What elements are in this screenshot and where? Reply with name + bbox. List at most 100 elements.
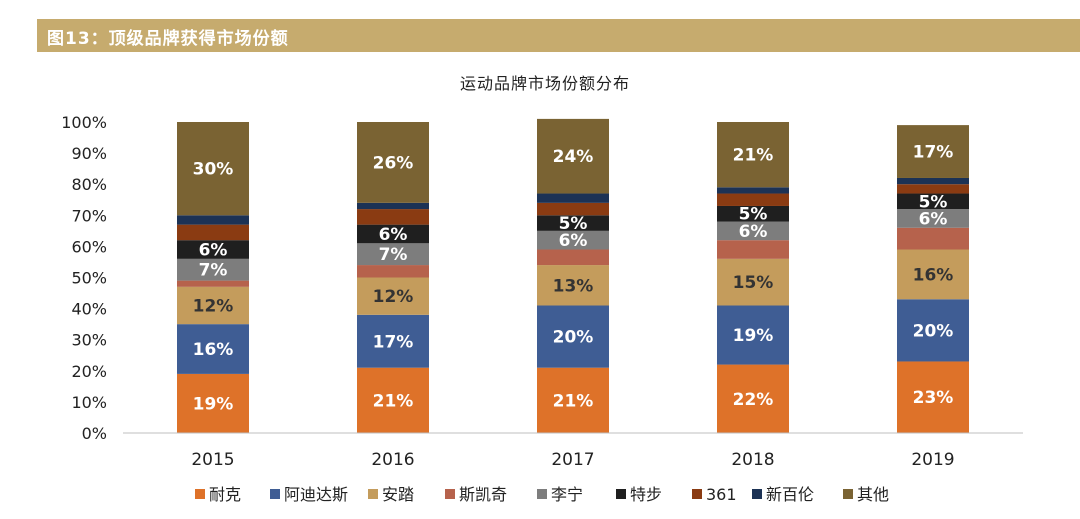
bar-segment bbox=[897, 299, 969, 362]
legend-swatch bbox=[616, 489, 626, 499]
bar-segment bbox=[537, 215, 609, 231]
data-label: 23% bbox=[913, 388, 954, 408]
bar-segment bbox=[537, 230, 609, 250]
bar-segment bbox=[357, 202, 429, 210]
x-tick-label: 2018 bbox=[731, 450, 774, 470]
bar-segment bbox=[717, 221, 789, 241]
bar-segment bbox=[717, 258, 789, 306]
legend-label: 其他 bbox=[857, 485, 889, 504]
bar-segment bbox=[897, 361, 969, 433]
y-tick-label: 80% bbox=[71, 175, 107, 194]
bar-segment bbox=[177, 258, 249, 281]
bar-segment bbox=[177, 122, 249, 216]
data-label: 22% bbox=[733, 390, 774, 410]
bar-segment bbox=[357, 314, 429, 368]
bar-segment bbox=[357, 224, 429, 244]
data-label: 7% bbox=[199, 261, 228, 281]
bar-segment bbox=[177, 373, 249, 433]
bar-segment bbox=[357, 265, 429, 278]
bar-segment bbox=[717, 122, 789, 188]
bar-segment bbox=[897, 227, 969, 250]
legend-label: 安踏 bbox=[382, 485, 414, 504]
bar-segment bbox=[717, 305, 789, 365]
x-tick-label: 2016 bbox=[371, 450, 414, 470]
bar-segment bbox=[177, 324, 249, 374]
data-label: 17% bbox=[373, 332, 414, 352]
y-axis: 0% 10% 20% 30% 40% 50% 60% 70% 80% 90% 100% bbox=[61, 113, 107, 443]
bar-segment bbox=[537, 249, 609, 266]
legend-swatch bbox=[537, 489, 547, 499]
bar-segment bbox=[717, 205, 789, 222]
bar-segment bbox=[897, 177, 969, 185]
bar-segment bbox=[357, 367, 429, 433]
y-tick-label: 100% bbox=[61, 113, 107, 132]
y-tick-label: 0% bbox=[82, 424, 107, 443]
bar-segment bbox=[717, 193, 789, 206]
legend-label: 李宁 bbox=[551, 485, 583, 504]
x-tick-label: 2017 bbox=[551, 450, 594, 470]
bar-segment bbox=[897, 184, 969, 194]
data-label: 6% bbox=[199, 241, 228, 261]
data-label: 6% bbox=[379, 225, 408, 245]
y-tick-label: 20% bbox=[71, 362, 107, 381]
legend-swatch bbox=[195, 489, 205, 499]
data-label: 6% bbox=[739, 222, 768, 242]
data-label: 16% bbox=[913, 265, 954, 285]
bar-segment bbox=[537, 193, 609, 203]
bar-segment bbox=[357, 277, 429, 315]
legend-label: 耐克 bbox=[209, 485, 241, 504]
legend-swatch bbox=[692, 489, 702, 499]
legend-swatch bbox=[752, 489, 762, 499]
y-tick-label: 60% bbox=[71, 237, 107, 256]
bar-segment bbox=[537, 202, 609, 216]
bar-segment bbox=[177, 286, 249, 325]
data-label: 30% bbox=[193, 160, 234, 180]
data-label: 6% bbox=[919, 209, 948, 229]
legend-label: 361 bbox=[706, 485, 737, 504]
legend-label: 新百伦 bbox=[766, 485, 814, 504]
bar-segment bbox=[177, 224, 249, 241]
bar-segment bbox=[177, 280, 249, 287]
bar-segment bbox=[717, 240, 789, 259]
bar-segment bbox=[177, 215, 249, 225]
data-label: 21% bbox=[553, 391, 594, 411]
data-label: 5% bbox=[739, 205, 768, 225]
data-label: 24% bbox=[553, 147, 594, 167]
data-label: 7% bbox=[379, 245, 408, 265]
bar-segment bbox=[537, 367, 609, 433]
bar-segment bbox=[357, 243, 429, 266]
bars: 19%16%12%7%6%30%21%17%12%7%6%26%21%20%13… bbox=[177, 118, 969, 433]
data-label: 16% bbox=[193, 340, 234, 360]
data-label: 13% bbox=[553, 276, 594, 296]
data-label: 21% bbox=[373, 391, 414, 411]
legend-label: 阿迪达斯 bbox=[284, 485, 348, 504]
y-tick-label: 70% bbox=[71, 206, 107, 225]
data-label: 5% bbox=[919, 192, 948, 212]
y-tick-label: 30% bbox=[71, 331, 107, 350]
chart-title: 运动品牌市场份额分布 bbox=[460, 74, 630, 93]
bar-segment bbox=[357, 122, 429, 203]
legend-swatch bbox=[270, 489, 280, 499]
bar-segment bbox=[537, 305, 609, 368]
data-label: 15% bbox=[733, 273, 774, 293]
data-label: 17% bbox=[913, 143, 954, 163]
legend: 耐克 阿迪达斯 安踏 斯凯奇 李宁 特步 361 新百伦 其他 bbox=[195, 485, 889, 504]
data-label: 19% bbox=[733, 326, 774, 346]
legend-swatch bbox=[843, 489, 853, 499]
y-tick-label: 10% bbox=[71, 393, 107, 412]
bar-segment bbox=[537, 118, 609, 194]
y-tick-label: 40% bbox=[71, 300, 107, 319]
data-label: 26% bbox=[373, 153, 414, 173]
bar-segment bbox=[897, 193, 969, 210]
bar-segment bbox=[897, 125, 969, 178]
bar-segment bbox=[897, 209, 969, 228]
data-label: 6% bbox=[559, 231, 588, 251]
data-label: 20% bbox=[553, 328, 594, 348]
legend-label: 斯凯奇 bbox=[459, 485, 507, 504]
x-tick-label: 2015 bbox=[191, 450, 234, 470]
data-label: 12% bbox=[193, 296, 234, 316]
bar-segment bbox=[897, 249, 969, 300]
y-tick-label: 90% bbox=[71, 144, 107, 163]
legend-label: 特步 bbox=[630, 485, 662, 504]
